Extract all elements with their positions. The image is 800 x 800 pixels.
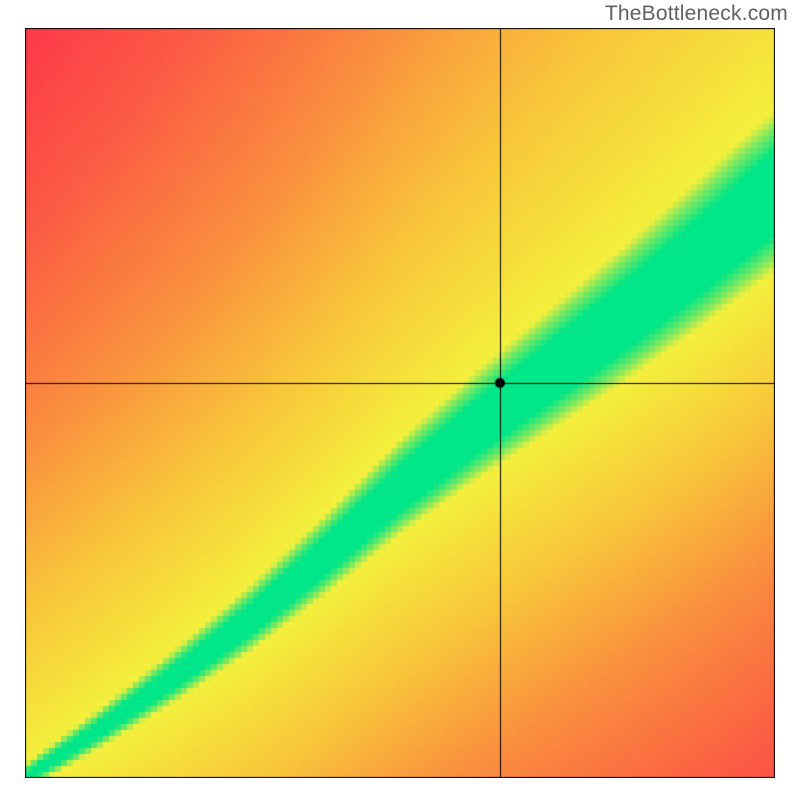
heatmap-plot: [25, 28, 775, 778]
watermark-text: TheBottleneck.com: [605, 2, 788, 26]
chart-container: TheBottleneck.com: [0, 0, 800, 800]
heatmap-canvas: [25, 28, 775, 778]
